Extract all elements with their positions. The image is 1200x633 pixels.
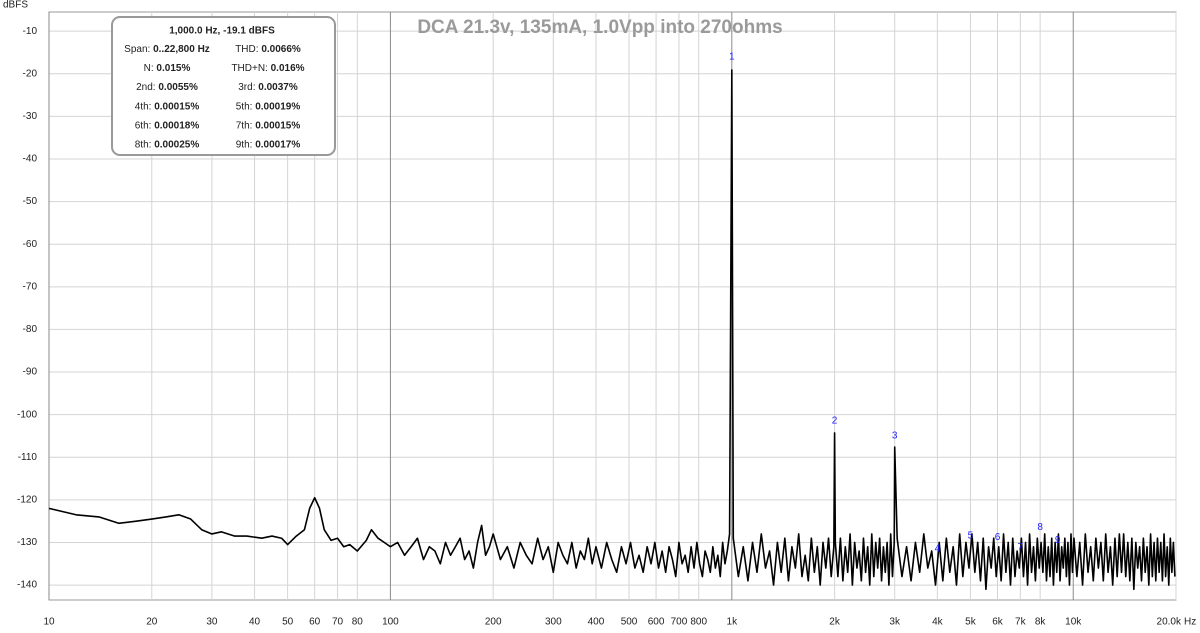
harmonic-marker: 1 (729, 51, 735, 62)
info-value: 0.00015% (154, 101, 199, 112)
harmonic-marker: 6 (995, 532, 1001, 543)
info-header: 1,000.0 Hz, -19.1 dBFS (169, 26, 275, 37)
info-label: 9th: (236, 139, 253, 150)
info-item: 4th: 0.00015% (135, 101, 200, 112)
info-label: 6th: (135, 120, 152, 131)
x-tick-label: 20.0k (1157, 617, 1182, 628)
x-unit: Hz (1184, 617, 1196, 628)
x-tick-label: 100 (382, 617, 399, 628)
info-value: 0.015% (156, 63, 190, 74)
x-tick-label: 10 (43, 617, 55, 628)
info-item: 5th: 0.00019% (236, 101, 301, 112)
y-tick-label: -120 (17, 495, 37, 506)
y-tick-label: -110 (18, 452, 38, 463)
info-item: N: 0.015% (144, 63, 191, 74)
y-tick-label: -140 (17, 580, 37, 591)
x-tick-label: 70 (332, 617, 344, 628)
x-tick-label: 5k (965, 617, 977, 628)
info-value: 0.016% (271, 63, 305, 74)
y-tick-label: -40 (23, 154, 38, 165)
info-value: 0..22,800 Hz (153, 44, 210, 55)
harmonic-marker: 3 (892, 431, 898, 442)
info-value: 0.00019% (255, 101, 300, 112)
grid (48, 12, 1177, 600)
info-item: 3rd: 0.0037% (238, 82, 298, 93)
harmonic-marker: 7 (1018, 542, 1024, 553)
x-tick-label: 60 (309, 617, 321, 628)
x-tick-label: 10k (1065, 617, 1082, 628)
info-item: 7th: 0.00015% (236, 120, 301, 131)
x-tick-label: 40 (249, 617, 261, 628)
info-label: 3rd: (238, 82, 255, 93)
info-item: THD+N: 0.016% (231, 63, 304, 74)
info-label: 2nd: (136, 82, 155, 93)
info-label: 8th: (135, 139, 152, 150)
spectrum-line (48, 69, 1176, 591)
info-label: THD+N: (231, 63, 267, 74)
x-tick-label: 30 (206, 617, 218, 628)
info-item: 2nd: 0.0055% (136, 82, 198, 93)
x-tick-label: 400 (588, 617, 605, 628)
x-tick-label: 300 (545, 617, 562, 628)
info-label: THD: (235, 44, 258, 55)
y-tick-label: -30 (23, 111, 38, 122)
y-tick-label: -20 (23, 68, 38, 79)
x-tick-label: 1k (727, 617, 739, 628)
x-tick-label: 600 (648, 617, 665, 628)
x-tick-label: 80 (352, 617, 364, 628)
info-value: 0.00015% (255, 120, 300, 131)
y-tick-label: -100 (17, 409, 37, 420)
info-label: N: (144, 63, 154, 74)
x-tick-label: 800 (690, 617, 707, 628)
y-tick-label: -10 (23, 26, 38, 37)
info-box-frame (111, 16, 336, 156)
y-tick-label: -80 (23, 324, 38, 335)
info-value: 0.00025% (154, 139, 199, 150)
x-tick-label: 500 (621, 617, 638, 628)
y-tick-label: -50 (23, 196, 38, 207)
chart-title: DCA 21.3v, 135mA, 1.0Vpp into 270ohms (417, 17, 782, 38)
y-tick-label: -70 (23, 281, 38, 292)
x-tick-label: 4k (932, 617, 944, 628)
x-tick-label: 200 (485, 617, 502, 628)
harmonic-marker: 8 (1037, 522, 1043, 533)
harmonic-marker: 9 (1055, 535, 1061, 546)
info-label: 4th: (135, 101, 152, 112)
x-tick-label: 2k (829, 617, 841, 628)
y-tick-label: -130 (17, 537, 37, 548)
info-item: THD: 0.0066% (235, 44, 301, 55)
info-label: 7th: (236, 120, 253, 131)
info-value: 0.0055% (158, 82, 198, 93)
harmonic-marker: 5 (968, 531, 974, 542)
x-tick-label: 6k (992, 617, 1004, 628)
harmonic-marker: 2 (832, 416, 838, 427)
info-value: 0.00017% (255, 139, 300, 150)
x-tick-label: 20 (146, 617, 158, 628)
y-unit: dBFS (3, 0, 28, 11)
x-tick-label: 700 (671, 617, 688, 628)
x-tick-label: 7k (1015, 617, 1027, 628)
info-item: 9th: 0.00017% (236, 139, 301, 150)
info-item: 6th: 0.00018% (135, 120, 200, 131)
plot-area: 1 2 3 4 5 6 7 8 9 (48, 51, 1176, 591)
x-tick-label: 3k (889, 617, 901, 628)
harmonic-marker: 4 (935, 544, 941, 555)
info-box: 1,000.0 Hz, -19.1 dBFS Span: 0..22,800 H… (111, 16, 336, 156)
info-value: 0.0037% (258, 82, 298, 93)
info-value: 0.00018% (154, 120, 199, 131)
info-label: Span: (124, 44, 150, 55)
info-label: 5th: (236, 101, 253, 112)
y-tick-label: -90 (23, 367, 38, 378)
x-tick-label: 50 (282, 617, 294, 628)
info-value: 0.0066% (261, 44, 301, 55)
info-item: Span: 0..22,800 Hz (124, 44, 210, 55)
y-tick-label: -60 (23, 239, 38, 250)
info-item: 8th: 0.00025% (135, 139, 200, 150)
x-tick-label: 8k (1035, 617, 1047, 628)
